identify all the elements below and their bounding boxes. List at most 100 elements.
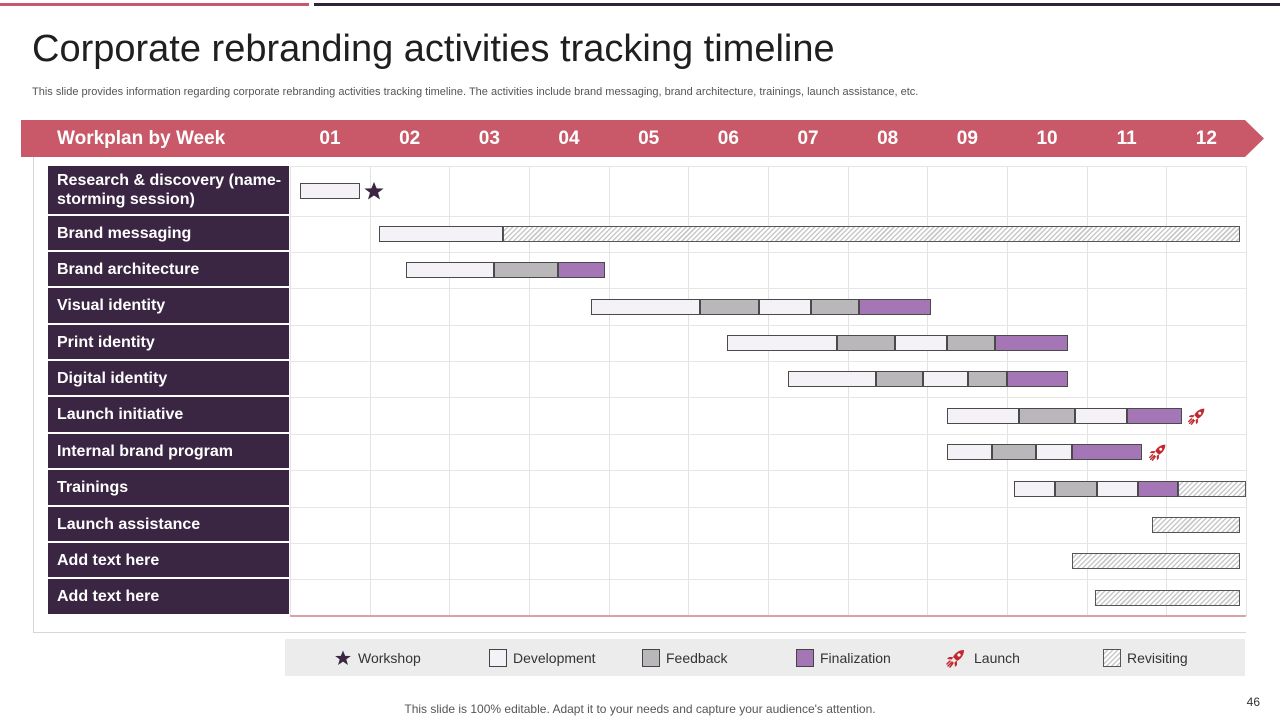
finalization-segment	[995, 335, 1068, 351]
legend-item-development: Development	[489, 648, 596, 668]
finalization-segment	[1127, 407, 1182, 424]
task-label: Add text here	[48, 543, 289, 577]
grid-horizontal-line	[290, 325, 1246, 326]
task-label: Digital identity	[48, 361, 289, 395]
grid-horizontal-line	[290, 252, 1246, 253]
development-segment	[591, 298, 701, 315]
grid-horizontal-line	[290, 507, 1246, 508]
task-label: Launch assistance	[48, 507, 289, 541]
finalization-segment	[1137, 480, 1179, 497]
revisiting-segment	[502, 226, 1241, 242]
week-label-11: 11	[1116, 128, 1137, 149]
development-segment	[923, 371, 968, 387]
grid-vertical-line	[1166, 166, 1168, 616]
week-label-03: 03	[478, 128, 500, 149]
top-accent-dark	[314, 3, 1280, 6]
rocket-icon	[944, 646, 968, 670]
grid-vertical-line	[1086, 166, 1088, 616]
legend-item-finalization: Finalization	[796, 648, 891, 668]
development-segment	[1097, 480, 1138, 497]
revisiting-segment	[1152, 517, 1241, 533]
finalization-segment	[1072, 444, 1142, 460]
grid-horizontal-line	[290, 166, 1246, 167]
grid-vertical-line	[290, 166, 291, 616]
feedback-segment	[811, 298, 859, 315]
grid-horizontal-line	[290, 434, 1246, 435]
grid-vertical-line	[369, 166, 371, 616]
rocket-icon	[1147, 441, 1169, 463]
grid-vertical-line	[847, 166, 849, 616]
week-label-01: 01	[319, 128, 341, 149]
development-segment	[1074, 407, 1128, 424]
feedback-segment	[875, 371, 924, 387]
footer-note: This slide is 100% editable. Adapt it to…	[404, 702, 876, 716]
finalization-segment	[1007, 371, 1068, 387]
development-segment	[894, 335, 948, 351]
grid-horizontal-line	[290, 361, 1246, 362]
grid-vertical-line	[1007, 166, 1009, 616]
task-label: Brand architecture	[48, 252, 289, 286]
page-number: 46	[1246, 695, 1260, 709]
legend-item-workshop: Workshop	[334, 648, 421, 668]
star-icon	[363, 180, 385, 202]
legend-item-launch: Launch	[944, 648, 1020, 668]
feedback-swatch-icon	[642, 649, 660, 667]
page-subtitle: This slide provides information regardin…	[32, 86, 919, 98]
page-title: Corporate rebranding activities tracking…	[32, 28, 835, 70]
revisiting-swatch-icon	[1103, 649, 1121, 667]
legend-label-development: Development	[513, 650, 596, 666]
week-label-05: 05	[638, 128, 660, 149]
grid-vertical-line	[449, 166, 451, 616]
development-segment	[1014, 480, 1055, 497]
legend-label-launch: Launch	[974, 650, 1020, 666]
legend-label-feedback: Feedback	[666, 650, 728, 666]
legend-item-feedback: Feedback	[642, 648, 727, 668]
week-label-10: 10	[1036, 128, 1058, 149]
task-label: Internal brand program	[48, 434, 289, 468]
feedback-segment	[1054, 480, 1098, 497]
feedback-segment	[837, 335, 895, 351]
week-label-04: 04	[558, 128, 580, 149]
development-segment	[759, 298, 812, 315]
grid-horizontal-line	[290, 397, 1246, 398]
revisiting-segment	[1095, 589, 1241, 606]
week-label-07: 07	[797, 128, 819, 149]
week-label-12: 12	[1195, 128, 1217, 149]
development-segment	[726, 335, 838, 351]
grid-vertical-line	[529, 166, 530, 616]
task-label: Launch initiative	[48, 397, 289, 432]
development-swatch-icon	[489, 649, 507, 667]
grid-vertical-line	[768, 166, 770, 616]
week-label-02: 02	[399, 128, 421, 149]
panel-border	[33, 157, 34, 632]
grid-horizontal-line	[290, 543, 1246, 544]
grid-horizontal-line	[290, 579, 1246, 580]
grid-vertical-line	[688, 166, 690, 616]
feedback-segment	[947, 335, 996, 351]
star-icon	[334, 649, 352, 667]
week-label-06: 06	[717, 128, 739, 149]
task-label: Add text here	[48, 579, 289, 614]
development-segment	[787, 371, 876, 387]
rocket-icon	[1186, 405, 1208, 427]
panel-border-bottom	[33, 632, 1246, 633]
legend-label-workshop: Workshop	[358, 650, 421, 666]
feedback-segment	[967, 371, 1008, 387]
task-label: Research & discovery (name-storming sess…	[48, 166, 289, 214]
revisiting-segment	[1072, 553, 1241, 569]
grid-vertical-line	[608, 166, 610, 616]
development-segment	[1035, 444, 1073, 460]
grid-horizontal-line	[290, 470, 1246, 471]
revisiting-segment	[1178, 480, 1247, 497]
finalization-segment	[858, 298, 931, 315]
top-accent-red	[0, 3, 309, 6]
finalization-segment	[557, 262, 606, 278]
development-segment	[947, 444, 992, 460]
week-label-09: 09	[956, 128, 978, 149]
development-segment	[379, 226, 503, 242]
task-label: Trainings	[48, 470, 289, 505]
grid-horizontal-line	[290, 216, 1246, 217]
development-segment	[299, 183, 361, 199]
grid-horizontal-line	[290, 288, 1246, 289]
task-label: Brand messaging	[48, 216, 289, 250]
